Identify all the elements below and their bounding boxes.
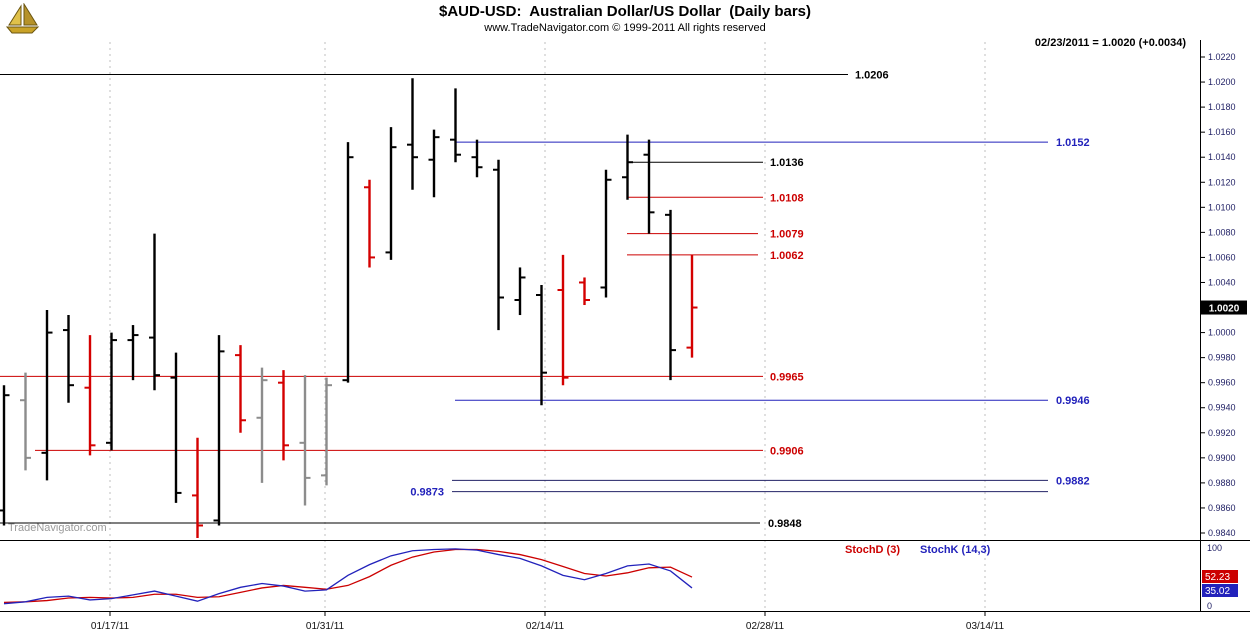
ohlc-bar-02/21 bbox=[643, 139, 655, 234]
ohlc-bar-02/15 bbox=[557, 254, 569, 386]
current-price-box bbox=[1201, 300, 1247, 315]
price-axis-label: 1.0160 bbox=[1208, 127, 1236, 137]
ohlc-bar-01/25 bbox=[235, 345, 246, 433]
ohlc-bar-02/22 bbox=[665, 209, 676, 381]
ohlc-bar-01/12 bbox=[41, 310, 53, 481]
date-axis-label: 02/14/11 bbox=[526, 621, 565, 632]
price-axis-label: 1.0000 bbox=[1208, 328, 1236, 338]
ohlc-bar-02/04 bbox=[407, 78, 418, 190]
date-axis-label: 02/28/11 bbox=[746, 621, 785, 632]
price-axis-label: 1.0100 bbox=[1208, 202, 1236, 212]
ohlc-bar-02/01 bbox=[342, 142, 354, 383]
ohlc-bar-01/13 bbox=[63, 315, 74, 403]
copyright-line: www.TradeNavigator.com © 1999-2011 All r… bbox=[484, 22, 766, 34]
price-axis-label: 1.0200 bbox=[1208, 77, 1236, 87]
trade-navigator-logo bbox=[5, 3, 40, 34]
stoch-value-StochD: 52.23 bbox=[1205, 572, 1230, 583]
date-axis-label: 01/17/11 bbox=[91, 621, 130, 632]
ohlc-bar-01/14 bbox=[84, 335, 96, 456]
ohlc-bar-01/31 bbox=[321, 377, 332, 486]
price-axis-label: 0.9960 bbox=[1208, 378, 1236, 388]
ohlc-bar-02/16 bbox=[579, 277, 590, 306]
ohlc-bar-02/09 bbox=[471, 139, 483, 178]
level-label-1.0108: 1.0108 bbox=[770, 192, 804, 204]
current-price-value: 1.0020 bbox=[1209, 304, 1240, 315]
price-axis-label: 0.9880 bbox=[1208, 478, 1236, 488]
ohlc-bar-02/11 bbox=[514, 267, 526, 316]
stochd-legend-label: StochD (3) bbox=[845, 544, 900, 556]
date-axis-label: 03/14/11 bbox=[966, 621, 1005, 632]
watermark: TradeNavigator.com bbox=[8, 522, 107, 534]
ohlc-bar-02/18 bbox=[622, 134, 633, 200]
level-label-0.9848: 0.9848 bbox=[768, 518, 802, 530]
ohlc-bar-02/23 bbox=[686, 254, 698, 358]
ohlc-bar-01/26 bbox=[256, 367, 268, 483]
ohlc-bar-01/19 bbox=[149, 233, 160, 391]
stoch-value-StochK: 35.02 bbox=[1205, 586, 1230, 597]
stochk-legend-label: StochK (14,3) bbox=[920, 544, 991, 556]
level-label-1.0136: 1.0136 bbox=[770, 157, 804, 169]
level-label-0.9882: 0.9882 bbox=[1056, 475, 1090, 487]
ohlc-bar-01/20 bbox=[170, 352, 182, 503]
price-axis-label: 0.9980 bbox=[1208, 353, 1236, 363]
level-label-1.0206: 1.0206 bbox=[855, 70, 889, 82]
stoch-line-StochK bbox=[3, 548, 693, 605]
stoch-axis-100: 100 bbox=[1207, 543, 1222, 553]
ohlc-bar-02/17 bbox=[600, 169, 612, 298]
ohlc-bar-01/11 bbox=[20, 372, 31, 471]
price-axis-label: 1.0080 bbox=[1208, 227, 1236, 237]
chart-title: $AUD-USD: Australian Dollar/US Dollar (D… bbox=[438, 3, 812, 20]
ohlc-bar-01/28 bbox=[299, 375, 311, 506]
ohlc-bar-02/03 bbox=[385, 127, 397, 260]
price-axis-label: 1.0220 bbox=[1208, 52, 1236, 62]
ohlc-bar-02/07 bbox=[428, 129, 440, 198]
level-label-0.9906: 0.9906 bbox=[770, 445, 804, 457]
price-axis-label: 0.9860 bbox=[1208, 503, 1236, 513]
price-axis-label: 1.0040 bbox=[1208, 277, 1236, 287]
level-label-0.9873: 0.9873 bbox=[410, 487, 444, 499]
ohlc-bar-02/10 bbox=[493, 159, 504, 331]
ohlc-bar-01/10 bbox=[0, 385, 10, 526]
ohlc-bar-01/17 bbox=[106, 332, 117, 451]
date-axis-label: 01/31/11 bbox=[306, 621, 345, 632]
level-label-1.0062: 1.0062 bbox=[770, 250, 804, 262]
level-label-0.9965: 0.9965 bbox=[770, 371, 804, 383]
ohlc-bar-01/18 bbox=[127, 325, 139, 381]
ohlc-bar-01/27 bbox=[278, 370, 289, 461]
level-label-1.0079: 1.0079 bbox=[770, 229, 804, 241]
price-axis-label: 1.0120 bbox=[1208, 177, 1236, 187]
price-axis-label: 1.0140 bbox=[1208, 152, 1236, 162]
last-quote-readout: 02/23/2011 = 1.0020 (+0.0034) bbox=[1034, 37, 1186, 49]
price-axis-label: 0.9840 bbox=[1208, 528, 1236, 538]
stoch-value-box-StochD bbox=[1202, 570, 1238, 583]
ohlc-bar-02/14 bbox=[536, 284, 547, 406]
price-axis-label: 1.0060 bbox=[1208, 252, 1236, 262]
ohlc-bar-02/02 bbox=[364, 179, 375, 268]
stoch-axis-0: 0 bbox=[1207, 601, 1212, 611]
ohlc-bar-01/24 bbox=[213, 335, 225, 526]
level-label-1.0152: 1.0152 bbox=[1056, 137, 1090, 149]
ohlc-bar-02/08 bbox=[450, 88, 461, 163]
price-axis-label: 1.0180 bbox=[1208, 102, 1236, 112]
stoch-value-box-StochK bbox=[1202, 584, 1238, 597]
price-axis-label: 0.9900 bbox=[1208, 453, 1236, 463]
price-axis-label: 0.9920 bbox=[1208, 428, 1236, 438]
ohlc-bar-01/21 bbox=[192, 437, 203, 539]
level-label-0.9946: 0.9946 bbox=[1056, 395, 1090, 407]
price-axis-label: 0.9940 bbox=[1208, 403, 1236, 413]
